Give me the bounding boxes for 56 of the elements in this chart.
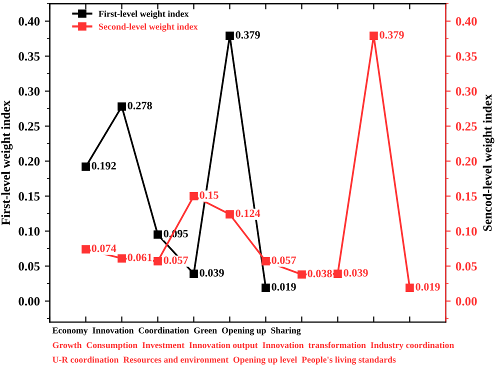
y2-tick-label: 0.35 bbox=[456, 52, 477, 61]
y2-axis-title: Sencod-level weight index bbox=[482, 94, 494, 231]
y-tick-label: 0.25 bbox=[18, 122, 40, 131]
y-tick-label: 0.35 bbox=[18, 52, 40, 61]
point bbox=[82, 162, 90, 171]
point bbox=[226, 210, 234, 218]
data-label: 0.019 bbox=[272, 283, 296, 291]
data-label: 0.061 bbox=[128, 254, 152, 262]
point bbox=[118, 102, 126, 111]
data-label: 0.038 bbox=[308, 270, 332, 278]
point bbox=[82, 245, 90, 254]
y2-tick-label: 0.15 bbox=[456, 192, 477, 201]
y-axis-title: First-level weight index bbox=[1, 100, 13, 226]
text: Growth Consumption Investment Innovation output Innovation transformation Industry coordination bbox=[52, 342, 454, 350]
data-label: 0.057 bbox=[272, 256, 296, 264]
point bbox=[298, 270, 306, 279]
data-label: 0.019 bbox=[416, 283, 440, 291]
point bbox=[262, 257, 270, 266]
data-label: 0.124 bbox=[236, 210, 260, 218]
data-label: 0.057 bbox=[164, 256, 188, 264]
y-tick-label: 0.10 bbox=[18, 227, 40, 236]
point bbox=[226, 32, 234, 40]
point bbox=[190, 270, 198, 278]
point bbox=[118, 254, 126, 263]
legend-label: Second-level weight index bbox=[98, 23, 198, 32]
data-label: 0.039 bbox=[200, 269, 224, 277]
legend-label: First-level weight index bbox=[98, 10, 189, 19]
data-label: 0.278 bbox=[128, 102, 152, 110]
y-tick-label: 0.15 bbox=[18, 192, 40, 201]
point bbox=[262, 284, 270, 292]
point bbox=[190, 192, 198, 200]
text: Economy Innovation Coordination Green Opening up Sharing bbox=[52, 327, 301, 336]
y2-tick-label: 0.05 bbox=[456, 262, 477, 271]
y2-tick-label: 0.20 bbox=[456, 157, 477, 166]
data-label: 0.039 bbox=[344, 269, 368, 277]
y2-tick-label: 0.25 bbox=[456, 122, 477, 131]
y-tick-label: 0.05 bbox=[18, 262, 40, 271]
point bbox=[154, 230, 162, 239]
data-label: 0.192 bbox=[92, 162, 116, 170]
point bbox=[406, 284, 414, 292]
data-label: 0.379 bbox=[236, 31, 260, 39]
y2-tick-label: 0.10 bbox=[456, 227, 477, 236]
y-tick-label: 0.30 bbox=[18, 87, 40, 96]
y2-tick-label: 0.00 bbox=[456, 297, 477, 306]
point bbox=[154, 257, 162, 266]
y-tick-label: 0.00 bbox=[18, 297, 40, 306]
text: U-R coordination Resources and environment Opening up level People's living standards bbox=[52, 356, 396, 365]
data-label: 0.379 bbox=[380, 31, 404, 39]
y-tick-label: 0.40 bbox=[18, 17, 40, 26]
point bbox=[370, 32, 378, 40]
data-label: 0.074 bbox=[92, 244, 116, 252]
y2-tick-label: 0.30 bbox=[456, 87, 477, 96]
y2-tick-label: 0.40 bbox=[456, 17, 477, 26]
point bbox=[334, 270, 342, 278]
y-tick-label: 0.20 bbox=[18, 157, 40, 166]
data-label: 0.15 bbox=[200, 191, 218, 199]
